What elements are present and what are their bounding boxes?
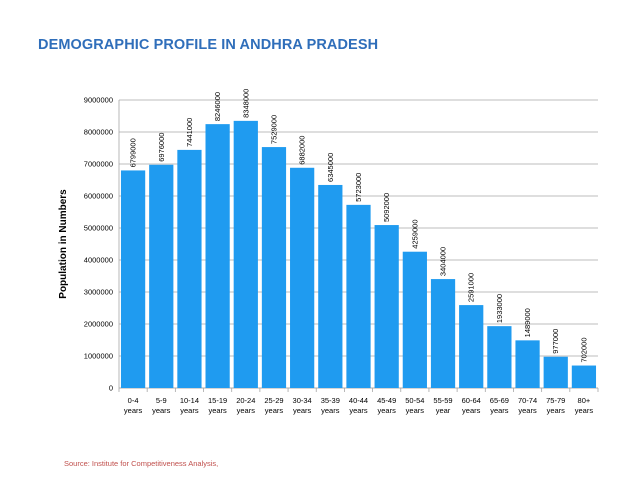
x-tick-label: years [575,406,594,415]
x-tick-label: 80+ [578,396,591,405]
chart-title: DEMOGRAPHIC PROFILE IN ANDHRA PRADESH [38,37,379,53]
bar [149,164,174,388]
x-tick-label: years [462,406,481,415]
x-tick-label: 15-19 [208,396,227,405]
bar [374,225,399,388]
x-tick-label: 60-64 [462,396,481,405]
data-label: 1489000 [523,308,532,337]
x-tick-label: 0-4 [128,396,139,405]
y-tick-label: 0 [109,384,113,393]
x-tick-label: 10-14 [180,396,199,405]
x-tick-label: 45-49 [377,396,396,405]
data-label: 702000 [579,338,588,363]
x-tick-label: years [180,406,199,415]
bar [290,167,315,388]
x-tick-label: 40-44 [349,396,368,405]
x-tick-label: years [124,406,143,415]
x-tick-label: years [237,406,256,415]
y-tick-label: 8000000 [84,128,113,137]
bar [346,204,371,388]
x-tick-label: years [349,406,368,415]
bar [459,305,484,388]
data-label: 7441000 [185,118,194,147]
y-tick-label: 6000000 [84,192,113,201]
x-tick-label: years [265,406,284,415]
data-label: 3404000 [439,247,448,276]
x-tick-label: 20-24 [236,396,255,405]
bar [571,365,597,388]
data-label: 8246000 [213,92,222,121]
x-tick-label: years [547,406,566,415]
x-tick-label: 65-69 [490,396,509,405]
bar [515,340,540,388]
data-label: 4259000 [410,220,419,249]
bar [120,170,146,388]
x-tick-label: years [152,406,171,415]
data-label: 2591000 [467,273,476,302]
bar [177,149,202,388]
y-tick-label: 1000000 [84,352,113,361]
bar [543,356,568,388]
y-axis-label: Population in Numbers [58,189,69,299]
x-tick-label: 25-29 [264,396,283,405]
x-tick-label: 30-34 [293,396,312,405]
bar [402,251,427,388]
bar [233,120,258,388]
bar [261,147,287,388]
data-label: 6976000 [157,133,166,162]
x-tick-label: 70-74 [518,396,537,405]
source-note: Source: Institute for Competitiveness An… [64,459,219,468]
x-tick-label: 5-9 [156,396,167,405]
data-label: 1933000 [495,294,504,323]
data-label: 6882000 [298,136,307,165]
data-label: 8348000 [241,89,250,118]
data-label: 977000 [551,329,560,354]
y-tick-label: 7000000 [84,160,113,169]
data-label: 6799000 [129,138,138,167]
x-tick-label: 50-54 [405,396,424,405]
data-label: 6345000 [326,153,335,182]
y-tick-label: 4000000 [84,256,113,265]
bar [205,124,230,389]
x-tick-label: 55-59 [433,396,452,405]
x-tick-label: years [490,406,509,415]
x-tick-label: years [518,406,537,415]
bar [430,279,456,388]
x-tick-label: years [321,406,340,415]
y-tick-label: 3000000 [84,288,113,297]
bar [318,184,343,388]
x-tick-label: years [406,406,425,415]
bar [487,326,512,388]
x-tick-label: years [208,406,227,415]
x-tick-label: years [293,406,312,415]
y-tick-label: 2000000 [84,320,113,329]
data-label: 7529000 [269,115,278,144]
x-tick-label: 35-39 [321,396,340,405]
x-tick-label: years [378,406,397,415]
x-tick-label: year [436,406,451,415]
data-label: 5723000 [354,173,363,202]
x-tick-label: 75-79 [546,396,565,405]
data-label: 5092000 [382,193,391,222]
y-tick-label: 5000000 [84,224,113,233]
y-tick-label: 9000000 [84,96,113,105]
